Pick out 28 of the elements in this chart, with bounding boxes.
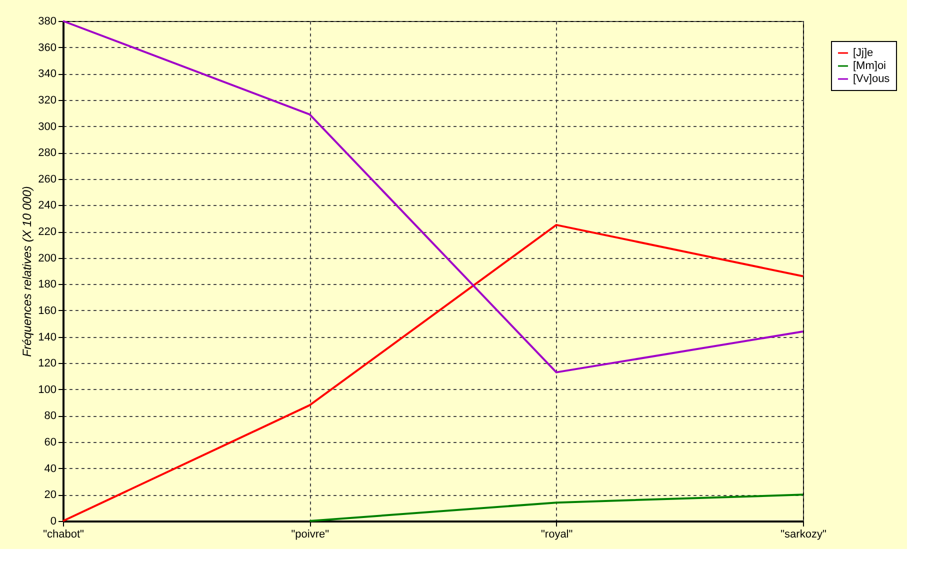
y-axis-title: Fréquences relatives (X 10 000): [20, 186, 34, 357]
y-tick-label: 100: [38, 384, 56, 396]
y-tick-label: 60: [44, 436, 56, 449]
y-tick-label: 40: [44, 462, 56, 475]
y-tick-label: 280: [38, 147, 56, 160]
y-tick-label: 360: [38, 42, 56, 54]
x-tick-label: "poivre": [291, 528, 330, 540]
y-tick-label: 220: [38, 226, 56, 238]
y-tick-label: 340: [38, 68, 56, 80]
x-tick-label: "chabot": [43, 528, 84, 540]
y-tick-label: 140: [38, 331, 56, 344]
y-tick-label: 0: [50, 516, 56, 528]
y-tick-label: 160: [38, 304, 56, 317]
y-tick-label: 320: [38, 94, 56, 106]
legend-label: [Mm]oi: [853, 60, 886, 72]
y-tick-label: 300: [38, 120, 56, 133]
y-tick-label: 120: [38, 358, 56, 370]
y-tick-label: 20: [44, 489, 56, 502]
y-tick-label: 200: [38, 252, 56, 264]
y-tick-label: 180: [38, 278, 56, 291]
x-tick-label: "royal": [541, 528, 573, 540]
legend-label: [Jj]e: [853, 47, 874, 59]
y-tick-label: 380: [38, 16, 56, 28]
x-tick-label: "sarkozy": [780, 528, 826, 540]
y-tick-label: 80: [44, 410, 56, 422]
legend-label: [Vv]ous: [853, 73, 890, 85]
y-tick-label: 240: [38, 200, 56, 212]
y-tick-label: 260: [38, 173, 56, 186]
